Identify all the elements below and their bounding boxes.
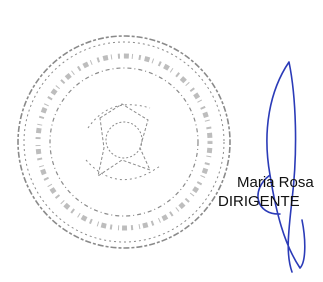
handwritten-signature	[258, 62, 305, 272]
official-stamp	[18, 36, 230, 248]
stamp-and-signature	[0, 0, 323, 282]
signatory-name: Maria Rosa	[237, 175, 314, 190]
document-fragment: Maria Rosa DIRIGENTE	[0, 0, 323, 282]
signatory-role: DIRIGENTE	[218, 194, 300, 209]
